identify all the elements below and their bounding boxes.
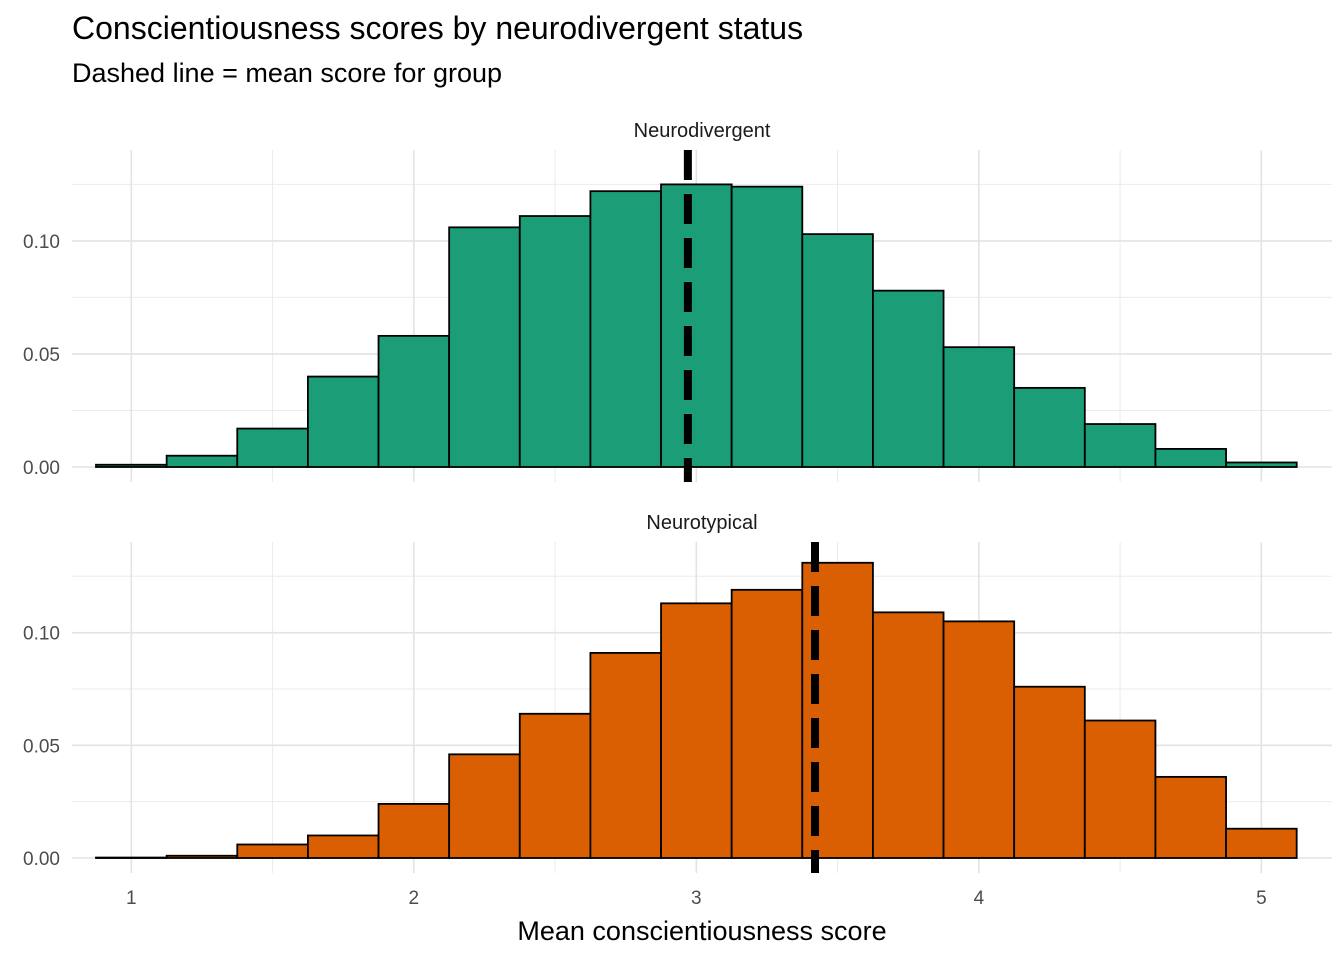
histogram-bar (1154, 448, 1227, 468)
histogram-bar (95, 463, 168, 468)
histogram-bar (660, 602, 733, 859)
facet-panel-neurodivergent: Neurodivergent 0.00 0.05 0.10 (23, 120, 1332, 482)
histogram-bar (1013, 386, 1086, 468)
histogram-bar (1013, 685, 1086, 859)
facet-strip-label: Neurotypical (646, 512, 757, 534)
histogram-bar (942, 346, 1016, 468)
y-tick-label: 0.05 (23, 345, 60, 366)
facet-panel-neurotypical: Neurotypical 0.00 0.05 0.10 (23, 512, 1332, 873)
histogram-bar (377, 803, 451, 859)
histogram-bar (1154, 775, 1227, 859)
histogram-bar (1083, 423, 1157, 468)
histogram-bar (448, 226, 521, 468)
y-tick-label: 0.10 (23, 624, 60, 645)
histogram-bar (589, 652, 662, 859)
x-tick-label: 5 (1256, 888, 1267, 909)
histogram-bar (872, 611, 945, 859)
chart-title: Conscientiousness scores by neurodiverge… (72, 10, 804, 46)
histogram-bar (236, 843, 309, 859)
histogram-bar (518, 215, 592, 468)
histogram-bar (236, 427, 309, 468)
histogram-bar (95, 856, 168, 859)
x-tick-label: 3 (691, 888, 702, 909)
histogram-bar (448, 753, 521, 859)
histogram-bar (589, 190, 662, 468)
histogram-bar (942, 620, 1016, 859)
histogram-bar (660, 183, 733, 468)
histogram-bar (1225, 827, 1298, 859)
histogram-bar (801, 233, 874, 468)
chart-subtitle: Dashed line = mean score for group (72, 58, 502, 88)
x-tick-label: 4 (974, 888, 985, 909)
x-axis-title: Mean conscientiousness score (517, 916, 886, 946)
histogram-bar (165, 454, 239, 468)
histogram-bar (377, 334, 451, 468)
y-tick-label: 0.05 (23, 736, 60, 757)
histogram-bar (165, 854, 239, 859)
histogram-bar (1225, 461, 1298, 468)
x-tick-label: 2 (409, 888, 420, 909)
x-tick-label: 1 (126, 888, 137, 909)
y-tick-label: 0.00 (23, 458, 60, 479)
histogram-bar (518, 712, 592, 859)
histogram-bar (306, 834, 380, 859)
histogram-bar (730, 588, 804, 859)
histogram-bar (730, 185, 804, 468)
y-tick-label: 0.00 (23, 849, 60, 870)
y-tick-label: 0.10 (23, 232, 60, 253)
facet-strip-label: Neurodivergent (634, 120, 771, 142)
histogram-bar (1083, 719, 1157, 859)
histogram-bar (306, 375, 380, 468)
histogram-bar (872, 289, 945, 468)
